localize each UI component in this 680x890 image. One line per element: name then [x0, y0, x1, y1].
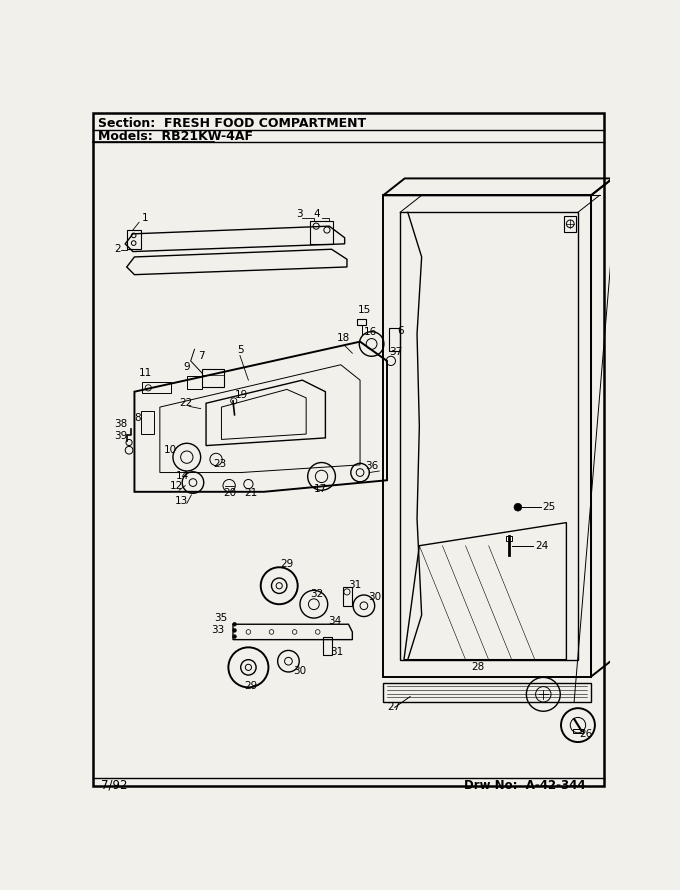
Bar	[310, 221, 333, 244]
Text: 6: 6	[397, 326, 404, 336]
Text: 35: 35	[214, 613, 227, 623]
Text: 37: 37	[390, 347, 403, 357]
Text: 29: 29	[281, 559, 294, 570]
Text: 22: 22	[179, 398, 192, 408]
Bar	[505, 537, 512, 541]
Text: Section:  FRESH FOOD COMPARTMENT: Section: FRESH FOOD COMPARTMENT	[98, 117, 367, 130]
Bar	[323, 636, 333, 655]
Bar	[126, 230, 141, 249]
Text: 27: 27	[387, 701, 401, 712]
Text: 7/92: 7/92	[101, 779, 127, 792]
Text: 23: 23	[213, 459, 226, 469]
Bar	[383, 683, 591, 702]
Text: 2: 2	[114, 244, 121, 254]
Text: 11: 11	[139, 368, 152, 378]
Text: 16: 16	[364, 328, 377, 337]
Text: 30: 30	[369, 592, 381, 602]
Text: 7: 7	[199, 351, 205, 360]
Bar	[202, 368, 224, 387]
Text: 36: 36	[365, 461, 379, 471]
Bar	[390, 328, 400, 351]
Text: 5: 5	[237, 345, 243, 355]
Circle shape	[233, 635, 237, 638]
Bar	[383, 195, 591, 676]
Text: 25: 25	[543, 502, 556, 513]
Text: 21: 21	[245, 488, 258, 498]
Text: 10: 10	[164, 445, 177, 456]
Bar	[187, 376, 202, 389]
Text: 3: 3	[296, 209, 303, 219]
Text: 17: 17	[314, 484, 327, 494]
Text: 34: 34	[328, 616, 342, 627]
Text: 31: 31	[330, 647, 343, 657]
Text: 8: 8	[135, 413, 141, 423]
Text: 20: 20	[223, 488, 236, 498]
Text: 24: 24	[535, 541, 548, 551]
Text: 33: 33	[211, 625, 224, 635]
Text: 4: 4	[314, 209, 320, 219]
Text: 26: 26	[579, 730, 593, 740]
Text: 19: 19	[235, 390, 249, 400]
Text: 1: 1	[142, 213, 149, 222]
Bar	[142, 383, 171, 393]
Text: Drw No:  A-42-344: Drw No: A-42-344	[464, 779, 585, 792]
Circle shape	[233, 622, 237, 627]
Text: 30: 30	[293, 666, 306, 676]
Bar	[564, 216, 577, 231]
Circle shape	[514, 504, 522, 511]
Text: Models:  RB21KW-4AF: Models: RB21KW-4AF	[98, 130, 253, 142]
Text: 29: 29	[243, 681, 257, 691]
Text: 39: 39	[114, 432, 128, 441]
Text: 18: 18	[337, 333, 350, 343]
Text: 38: 38	[114, 419, 128, 429]
Bar	[573, 729, 583, 732]
Bar	[357, 319, 367, 325]
Text: 13: 13	[175, 496, 188, 506]
Bar	[141, 411, 154, 434]
Text: 32: 32	[310, 588, 323, 598]
Text: 31: 31	[348, 580, 362, 590]
Text: 12: 12	[170, 481, 183, 490]
Text: 9: 9	[184, 362, 190, 372]
Text: 15: 15	[358, 305, 371, 315]
Bar	[343, 587, 352, 606]
Text: 14: 14	[176, 472, 189, 481]
Text: 28: 28	[472, 662, 485, 673]
Circle shape	[233, 628, 237, 632]
